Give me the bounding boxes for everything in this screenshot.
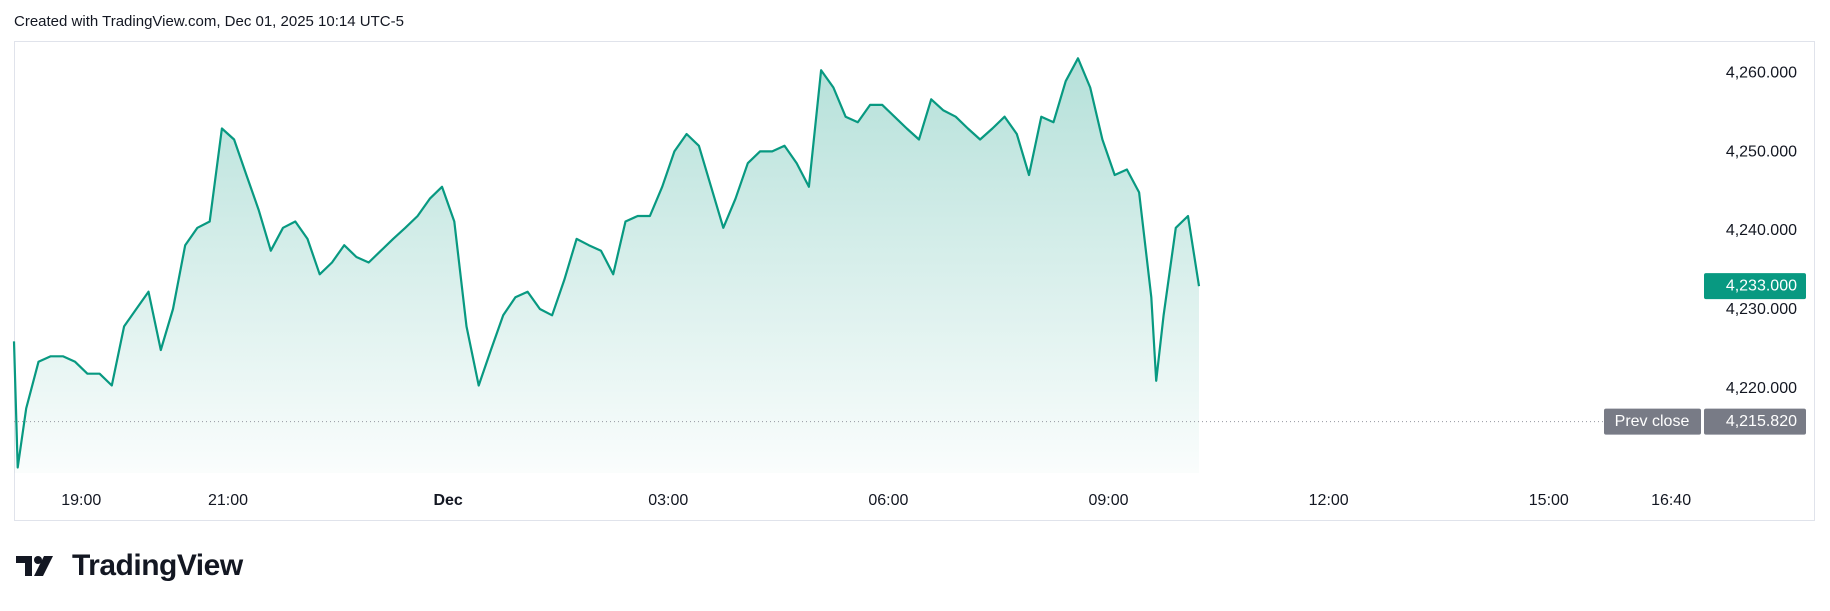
x-tick-label: 03:00 (648, 492, 688, 509)
x-tick-label: 06:00 (868, 492, 908, 509)
x-tick-label: 19:00 (61, 492, 101, 509)
area-fill (14, 58, 1199, 474)
x-tick-label: Dec (433, 492, 462, 509)
chart-frame (14, 41, 1815, 521)
price-line (12, 57, 1201, 469)
y-tick-label: 4,230.000 (1726, 301, 1797, 318)
prev-close-name: Prev close (1615, 413, 1690, 430)
caption: Created with TradingView.com, Dec 01, 20… (14, 13, 404, 30)
brand: TradingView (72, 549, 244, 582)
prev-close-box (1704, 408, 1806, 435)
last-price-box (1704, 273, 1806, 300)
x-tick-label: 12:00 (1309, 492, 1349, 509)
x-tick-label: 21:00 (208, 492, 248, 509)
x-tick-label: 15:00 (1529, 492, 1569, 509)
last-price-label: 4,233.000 (1726, 277, 1797, 294)
y-tick-label: 4,260.000 (1726, 65, 1797, 82)
y-tick-label: 4,250.000 (1726, 143, 1797, 160)
y-tick-label: 4,240.000 (1726, 222, 1797, 239)
logo: TradingView (16, 549, 244, 582)
prev-close-label: 4,215.820 (1726, 413, 1797, 430)
x-tick-label: 16:40 (1651, 492, 1691, 509)
prev-close-name-box (1604, 408, 1701, 435)
x-tick-label: 09:00 (1089, 492, 1129, 509)
y-tick-label: 4,220.000 (1726, 380, 1797, 397)
